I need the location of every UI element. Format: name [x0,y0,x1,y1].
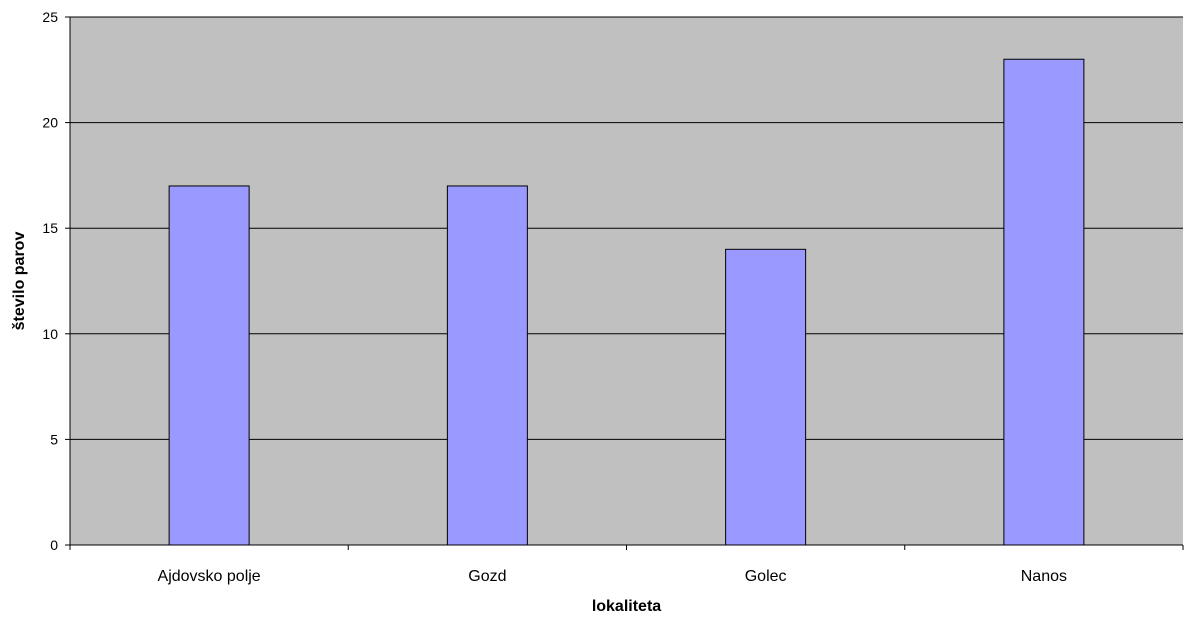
y-tick-label: 0 [50,537,58,553]
x-axis-title: lokaliteta [592,598,661,615]
bar-nanos [1003,58,1085,546]
y-tick-label: 10 [42,326,58,342]
gridlines [70,16,1183,440]
bar-golec [725,248,807,546]
y-tick-label: 5 [50,431,58,447]
y-tick-label: 20 [42,115,58,131]
x-tick-label: Golec [745,568,787,585]
y-tick-label: 15 [42,220,58,236]
plot-area [70,17,1183,545]
y-tick-label: 25 [42,9,58,25]
axes [65,16,1184,550]
x-tick-label: Gozd [468,568,506,585]
x-tick-label: Ajdovsko polje [158,568,261,585]
bar-ajdovsko-polje [168,185,250,546]
bars [168,58,1085,546]
bar-gozd [446,185,528,546]
x-tick-label: Nanos [1021,568,1067,585]
x-tick-labels: Ajdovsko polje Gozd Golec Nanos [158,568,1067,585]
y-tick-labels: 0 5 10 15 20 25 [42,9,58,553]
y-axis-title: število parov [11,232,28,331]
